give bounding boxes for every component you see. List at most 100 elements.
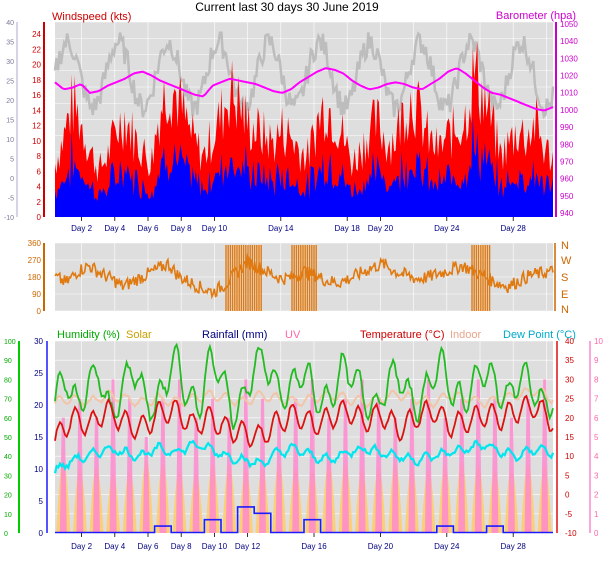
temperature-tick: 10 <box>565 452 574 461</box>
x-axis-label: Day 2 <box>71 224 92 233</box>
direction-degree-tick: 0 <box>37 307 42 316</box>
barometer-tick: 1040 <box>560 37 578 46</box>
temperature-tick: 15 <box>565 433 574 442</box>
uv-tick: 8 <box>594 375 599 384</box>
x-axis-label: Day 24 <box>434 542 460 551</box>
wind-barometer-panel: Windspeed (kts) Barometer (hpa) 24222018… <box>4 10 578 233</box>
temperature-humidity-panel: Humidity (%) Solar Rainfall (mm) UV Temperat… <box>4 329 603 551</box>
legend-indoor: Indoor <box>450 329 482 341</box>
rainfall-tick: 25 <box>34 369 43 378</box>
outer-scale-tick: 35 <box>6 40 14 47</box>
x-axis-label: Day 12 <box>235 542 261 551</box>
x-axis-label: Day 8 <box>171 224 192 233</box>
x-axis-label: Day 28 <box>501 224 527 233</box>
windspeed-tick: 20 <box>32 61 41 70</box>
x-axis-label: Day 8 <box>171 542 192 551</box>
temperature-tick: 40 <box>565 337 574 346</box>
x-axis-label: Day 6 <box>138 542 159 551</box>
humidity-tick: 20 <box>4 493 12 500</box>
x-axis-label: Day 4 <box>104 224 125 233</box>
uv-tick: 1 <box>594 510 599 519</box>
rainfall-line <box>55 506 553 534</box>
humidity-line <box>54 342 554 430</box>
barometer-tick: 950 <box>560 192 574 201</box>
windspeed-tick: 18 <box>32 76 41 85</box>
dew-point-line <box>53 439 555 474</box>
rainfall-tick: 20 <box>34 401 43 410</box>
windspeed-tick: 2 <box>37 198 42 207</box>
barometer-tick: 940 <box>560 209 574 218</box>
wind-average-area <box>55 116 553 217</box>
humidity-tick: 70 <box>4 397 12 404</box>
uv-tick: 10 <box>594 337 603 346</box>
x-axis-label: Day 6 <box>138 224 159 233</box>
gray-reference-line <box>53 31 555 120</box>
direction-degree-tick: 360 <box>28 239 42 248</box>
legend-solar: Solar <box>126 329 152 341</box>
outer-scale-tick: 40 <box>6 20 14 27</box>
uv-tick: 7 <box>594 395 599 404</box>
x-axis-label: Day 4 <box>104 542 125 551</box>
outer-scale-tick: -5 <box>8 196 14 203</box>
temperature-tick: 5 <box>565 471 570 480</box>
compass-tick: N <box>561 240 569 252</box>
temperature-tick: 20 <box>565 414 574 423</box>
barometer-tick: 960 <box>560 175 574 184</box>
x-axis-label: Day 20 <box>368 224 394 233</box>
uv-tick: 3 <box>594 471 599 480</box>
humidity-tick: 100 <box>4 339 16 346</box>
chart-title: Current last 30 days 30 June 2019 <box>195 0 379 14</box>
barometer-tick: 1010 <box>560 89 578 98</box>
x-axis-label: Day 16 <box>301 542 327 551</box>
x-axis-label: Day 28 <box>501 542 527 551</box>
rainfall-tick: 10 <box>34 465 43 474</box>
barometer-tick: 970 <box>560 157 574 166</box>
legend-rainfall: Rainfall (mm) <box>202 329 267 341</box>
uv-tick: 5 <box>594 433 599 442</box>
temperature-tick: 30 <box>565 375 574 384</box>
x-axis-label: Day 2 <box>71 542 92 551</box>
rainfall-tick: 15 <box>34 433 43 442</box>
x-axis-label: Day 24 <box>434 224 460 233</box>
temperature-tick: -10 <box>565 529 577 538</box>
humidity-tick: 40 <box>4 454 12 461</box>
outer-scale-tick: 25 <box>6 79 14 86</box>
temperature-tick: 35 <box>565 356 574 365</box>
outer-scale-tick: 20 <box>6 98 14 105</box>
humidity-tick: 30 <box>4 473 12 480</box>
windspeed-tick: 22 <box>32 45 41 54</box>
outer-scale-tick: 10 <box>6 137 14 144</box>
x-axis-label: Day 20 <box>368 542 394 551</box>
barometer-label: Barometer (hpa) <box>496 10 576 22</box>
legend-dew-point: Dew Point (°C) <box>503 329 576 341</box>
outer-scale-tick: 0 <box>10 176 14 183</box>
barometer-tick: 1050 <box>560 20 578 29</box>
windspeed-tick: 0 <box>37 213 42 222</box>
outer-scale-tick: -10 <box>4 215 14 222</box>
humidity-tick: 10 <box>4 512 12 519</box>
temperature-line <box>54 394 554 449</box>
barometer-tick: 1030 <box>560 54 578 63</box>
windspeed-tick: 6 <box>37 167 42 176</box>
humidity-tick: 50 <box>4 435 12 442</box>
windspeed-tick: 4 <box>37 183 42 192</box>
wind-direction-line <box>54 252 554 300</box>
temperature-tick: -5 <box>565 510 573 519</box>
direction-degree-tick: 180 <box>28 273 42 282</box>
uv-tick: 9 <box>594 356 599 365</box>
barometer-tick: 1020 <box>560 72 578 81</box>
humidity-tick: 90 <box>4 358 12 365</box>
x-axis-label: Day 10 <box>202 542 228 551</box>
humidity-tick: 60 <box>4 416 12 423</box>
legend-temperature: Temperature (°C) <box>360 329 444 341</box>
windspeed-tick: 16 <box>32 91 41 100</box>
uv-tick: 2 <box>594 491 599 500</box>
windspeed-tick: 10 <box>32 137 41 146</box>
humidity-tick: 0 <box>4 531 8 538</box>
barometer-tick: 1000 <box>560 106 578 115</box>
windspeed-tick: 24 <box>32 30 41 39</box>
compass-tick: W <box>561 255 572 267</box>
windspeed-tick: 14 <box>32 106 41 115</box>
rainfall-tick: 5 <box>39 497 44 506</box>
